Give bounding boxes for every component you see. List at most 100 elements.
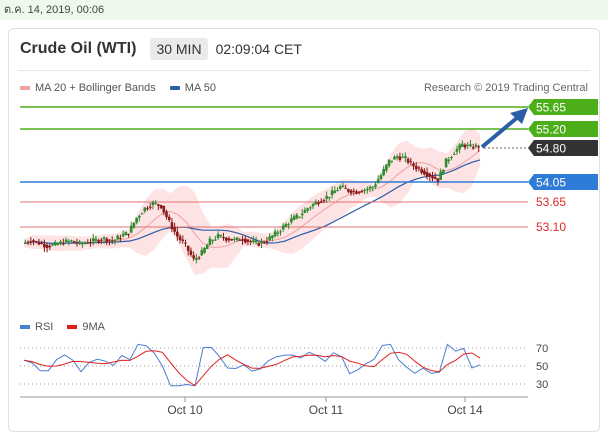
level-value: 53.65 [536, 195, 566, 209]
candle-body [455, 148, 459, 152]
candle-body [428, 173, 432, 177]
x-label-oct14: Oct 14 [447, 403, 483, 417]
candle-body [78, 241, 81, 243]
candle-body [347, 189, 350, 192]
candle-body [317, 202, 320, 205]
candle-body [338, 186, 342, 190]
candle-body [197, 257, 201, 259]
candle-body [205, 244, 209, 249]
candle-body [466, 144, 470, 146]
candle-body [129, 225, 133, 233]
candle-body [246, 239, 250, 242]
candle-body [167, 216, 171, 221]
chart-header: Crude Oil (WTI) 30 MIN 02:09:04 CET [20, 37, 302, 61]
candle-body [265, 241, 269, 243]
rsi-tick-30: 30 [536, 379, 548, 391]
candle-body [72, 241, 76, 243]
candle-body [390, 160, 394, 162]
forecast-arrow [480, 108, 528, 149]
candle-body [178, 236, 182, 241]
timestamp: 02:09:04 CET [215, 41, 302, 57]
candle-body [189, 250, 193, 255]
candle-body [452, 154, 456, 156]
candle-body [32, 240, 35, 242]
legend-item-ma50: MA 50 [169, 82, 216, 94]
candle-body [97, 240, 100, 243]
candle-body [412, 163, 415, 167]
rsi-legend: RSI 9MA [20, 321, 119, 333]
level-tag-53-65: 53.65 [536, 195, 566, 209]
candle-body [56, 243, 60, 245]
candle-body [374, 184, 377, 187]
candle-body [94, 238, 98, 241]
candle-body [271, 235, 274, 239]
candle-body [83, 242, 87, 244]
instrument-title: Crude Oil (WTI) [20, 40, 137, 57]
candle-body [295, 214, 299, 219]
candle-body [132, 222, 136, 228]
candle-body [214, 239, 217, 241]
candle-body [186, 245, 190, 251]
candle-body [40, 243, 43, 244]
candle-body [159, 205, 163, 209]
candle-body [91, 238, 95, 242]
candle-body [138, 215, 141, 218]
level-value: 54.80 [536, 142, 566, 156]
level-value: 54.05 [536, 176, 566, 190]
candle-body [37, 242, 41, 245]
candle-body [203, 247, 206, 253]
level-value: 53.10 [536, 220, 566, 234]
candle-body [409, 161, 413, 163]
level-tag-55-20: 55.20 [528, 121, 598, 137]
candle-body [162, 205, 166, 213]
candle-body [298, 216, 301, 218]
candle-body [173, 227, 176, 232]
level-tag-54-05: 54.05 [528, 174, 598, 190]
candle-body [51, 244, 54, 246]
candle-body [355, 191, 358, 195]
candle-body [404, 156, 407, 158]
candle-body [67, 240, 71, 242]
candle-body [195, 257, 198, 260]
candle-body [469, 144, 472, 147]
candle-body [249, 240, 252, 243]
candle-body [200, 250, 204, 256]
candle-body [352, 190, 356, 192]
candle-body [395, 156, 399, 158]
candle-body [287, 224, 290, 226]
candle-body [333, 190, 337, 194]
candle-body [151, 202, 155, 206]
legend-label: 9MA [82, 321, 105, 333]
legend-swatch [67, 325, 78, 329]
candle-body [110, 240, 114, 242]
candle-body [29, 241, 33, 243]
candle-body [181, 239, 185, 242]
candle-body [89, 242, 92, 244]
candle-body [330, 190, 334, 195]
price-legend: MA 20 + Bollinger Bands MA 50 [20, 82, 230, 94]
candle-body [423, 170, 426, 175]
x-label-oct11: Oct 11 [309, 403, 344, 417]
research-credit: Research © 2019 Trading Central [423, 82, 588, 94]
candlesticks [24, 140, 480, 264]
candle-body [102, 237, 106, 240]
candle-body [276, 232, 280, 235]
candle-body [281, 225, 285, 230]
candle-body [433, 176, 437, 179]
candle-body [81, 243, 84, 245]
candle-body [216, 234, 220, 238]
timeframe-badge: 30 MIN [150, 38, 208, 60]
header-divider [18, 70, 590, 71]
candle-body [401, 156, 404, 158]
level-tag-54-80: 54.80 [528, 140, 598, 156]
legend-label: RSI [35, 321, 54, 333]
candle-body [252, 240, 255, 243]
candle-body [300, 213, 304, 216]
candle-body [279, 231, 282, 233]
legend-label: MA 20 + Bollinger Bands [35, 82, 156, 94]
candle-body [219, 235, 223, 237]
candle-body [233, 238, 236, 240]
candle-body [113, 239, 117, 242]
rsi-9ma-line [23, 350, 481, 387]
candle-body [119, 237, 122, 239]
